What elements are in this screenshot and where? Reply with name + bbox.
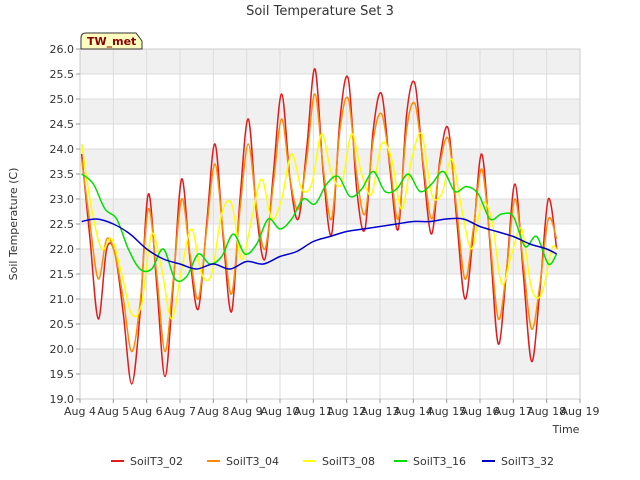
- y-tick-label: 20.5: [50, 318, 75, 331]
- legend-item-soilt3_32: SoilT3_32: [482, 455, 554, 468]
- x-tick-label: Aug 17: [494, 405, 533, 418]
- x-tick-label: Aug 18: [527, 405, 566, 418]
- x-tick-label: Aug 7: [164, 405, 196, 418]
- y-tick-label: 24.5: [50, 118, 75, 131]
- x-tick-label: Aug 12: [327, 405, 366, 418]
- plot-band: [80, 74, 580, 99]
- y-tick-label: 19.5: [50, 368, 75, 381]
- plot-band: [80, 324, 580, 349]
- x-tick-label: Aug 10: [261, 405, 300, 418]
- plot-band: [80, 374, 580, 399]
- x-tick-label: Aug 8: [197, 405, 229, 418]
- series-line-soilt3_02: [80, 68, 558, 385]
- plot-band: [80, 199, 580, 224]
- station-badge: TW_met: [80, 32, 143, 50]
- legend: SoilT3_02 SoilT3_04 SoilT3_08 SoilT3_16 Soil…: [111, 455, 554, 468]
- y-tick-label: 22.5: [50, 218, 75, 231]
- x-tick-label: Aug 16: [461, 405, 500, 418]
- x-tick-label: Aug 4: [64, 405, 96, 418]
- y-tick-label: 23.0: [50, 193, 75, 206]
- y-tick-label: 25.5: [50, 68, 75, 81]
- plot-band: [80, 99, 580, 124]
- legend-item-soilt3_04: SoilT3_04: [207, 455, 279, 468]
- legend-label: SoilT3_02: [130, 455, 183, 468]
- y-axis-label: Soil Temperature (C): [7, 168, 20, 281]
- y-tick-label: 21.0: [50, 293, 75, 306]
- y-axis-ticks: 19.0 19.5 20.0 20.5 21.0 21.5 22.0 22.5 23.0 23.5…: [50, 43, 80, 406]
- plot-band: [80, 299, 580, 324]
- station-badge-label: TW_met: [87, 35, 136, 48]
- series-line-soilt3_08: [80, 132, 558, 320]
- legend-label: SoilT3_16: [413, 455, 466, 468]
- x-axis-label: Time: [552, 423, 580, 436]
- y-tick-label: 26.0: [50, 43, 75, 56]
- y-tick-label: 25.0: [50, 93, 75, 106]
- series-line-soilt3_04: [80, 93, 558, 353]
- x-tick-label: Aug 5: [97, 405, 129, 418]
- chart-title: Soil Temperature Set 3: [246, 4, 394, 19]
- x-tick-label: Aug 6: [131, 405, 163, 418]
- y-tick-label: 23.5: [50, 168, 75, 181]
- x-tick-label: Aug 19: [561, 405, 600, 418]
- series-line-soilt3_16: [81, 170, 558, 283]
- x-tick-label: Aug 13: [361, 405, 400, 418]
- y-tick-label: 24.0: [50, 143, 75, 156]
- legend-item-soilt3_02: SoilT3_02: [111, 455, 183, 468]
- legend-item-soilt3_08: SoilT3_08: [303, 455, 375, 468]
- legend-label: SoilT3_04: [226, 455, 279, 468]
- y-tick-label: 22.0: [50, 243, 75, 256]
- x-tick-label: Aug 14: [394, 405, 433, 418]
- legend-label: SoilT3_32: [501, 455, 554, 468]
- series-line-soilt3_32: [81, 217, 558, 270]
- plot-band: [80, 49, 580, 74]
- y-tick-label: 19.0: [50, 393, 75, 406]
- y-tick-label: 21.5: [50, 268, 75, 281]
- legend-label: SoilT3_08: [322, 455, 375, 468]
- y-tick-label: 20.0: [50, 343, 75, 356]
- x-tick-label: Aug 15: [427, 405, 466, 418]
- series-layer: [80, 68, 558, 385]
- x-tick-label: Aug 11: [294, 405, 333, 418]
- plot-band: [80, 349, 580, 374]
- plot-band: [80, 174, 580, 199]
- legend-item-soilt3_16: SoilT3_16: [394, 455, 466, 468]
- x-tick-label: Aug 9: [231, 405, 263, 418]
- plot-band: [80, 124, 580, 149]
